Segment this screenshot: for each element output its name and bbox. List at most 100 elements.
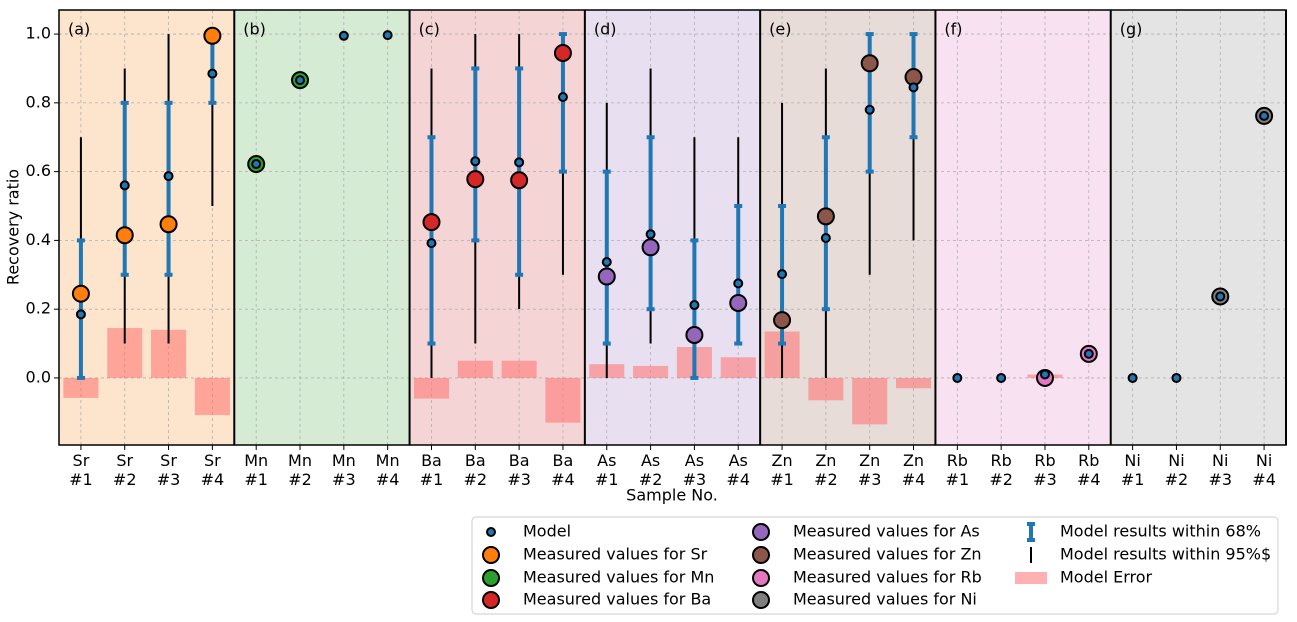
legend-label: Model results within 68% [1060, 522, 1261, 541]
x-tick-label: Zn #2 [814, 451, 838, 489]
panel-label: (b) [243, 20, 266, 39]
model-point [557, 92, 568, 102]
measured-point [466, 170, 485, 189]
legend-marker [482, 591, 500, 609]
y-tick-label: 0.2 [26, 299, 51, 318]
x-tick-label: As #1 [595, 451, 619, 489]
x-tick-label: Sr #3 [157, 451, 181, 489]
panel-label: (d) [594, 20, 617, 39]
model-error-bar [633, 365, 669, 378]
x-tick-label: Sr #2 [113, 451, 137, 489]
measured-point [860, 54, 879, 73]
model-point [75, 309, 86, 320]
x-tick-label: Mn #3 [332, 451, 356, 489]
x-tick-label: Rb #1 [946, 451, 970, 489]
measured-point [685, 325, 704, 344]
measured-point [553, 43, 572, 62]
legend-label: Measured values for Zn [793, 545, 982, 564]
measured-point [203, 26, 222, 45]
legend-marker [486, 527, 496, 537]
model-point [908, 82, 919, 93]
x-tick-label: Ni #1 [1121, 451, 1145, 489]
x-tick-label: As #3 [683, 451, 707, 489]
y-tick-label: 1.0 [26, 24, 51, 43]
x-tick-label: Zn #3 [858, 451, 882, 489]
x-tick-label: Ni #3 [1208, 451, 1232, 489]
legend-label: Measured values for Ni [793, 590, 977, 609]
x-tick-label: As #4 [726, 451, 750, 489]
x-tick-label: Rb #2 [989, 451, 1013, 489]
x-tick-label: Ba #1 [420, 451, 444, 489]
legend-marker [752, 523, 770, 541]
legend-label: Model results within 95%$ [1060, 545, 1271, 564]
ci68-errorbar [471, 66, 480, 243]
panel-background [409, 10, 585, 445]
model-error-bar [852, 377, 888, 425]
model-point [207, 68, 218, 79]
legend-marker [752, 591, 770, 609]
x-tick-label: Mn #2 [288, 451, 312, 489]
x-tick-label: Ba #3 [507, 451, 531, 489]
ci68-errorbar [76, 238, 85, 380]
panel-label: (f) [944, 20, 962, 39]
legend-marker [482, 546, 500, 564]
model-point [470, 156, 481, 167]
model-point [1039, 369, 1050, 380]
model-point [163, 171, 174, 182]
x-tick-label: Ni #4 [1252, 451, 1276, 489]
model-error-bar [720, 357, 756, 378]
legend-marker [752, 569, 770, 587]
model-error-bar [457, 360, 493, 378]
ci68-errorbar [646, 135, 655, 312]
panel-background [584, 10, 761, 445]
x-tick-label: Zn #1 [770, 451, 794, 489]
model-error-bar [413, 377, 450, 399]
legend-marker [482, 569, 500, 587]
model-point [645, 229, 656, 240]
legend-label: Measured values for Ba [523, 590, 711, 609]
measured-point [159, 215, 178, 234]
legend-label: Measured values for As [793, 522, 980, 541]
legend-label: Measured values for Sr [523, 545, 708, 564]
measured-point [597, 267, 616, 286]
panel-label: (c) [419, 20, 440, 39]
y-tick-label: 0.0 [26, 367, 51, 386]
model-point [689, 300, 700, 311]
y-tick-label: 0.6 [26, 161, 51, 180]
model-point [733, 278, 744, 289]
legend-label: Measured values for Mn [523, 568, 714, 587]
model-point [382, 30, 393, 41]
model-point [1083, 348, 1094, 359]
measured-point [422, 213, 441, 232]
measured-point [729, 293, 748, 312]
measured-point [510, 171, 529, 190]
x-tick-label: Ba #2 [464, 451, 488, 489]
model-point [777, 269, 788, 280]
x-tick-label: Sr #1 [69, 451, 93, 489]
panel-label: (g) [1120, 20, 1143, 39]
panel-label: (a) [68, 20, 90, 39]
model-point [1171, 372, 1182, 383]
panel-background [935, 10, 1111, 445]
panel-background [1110, 10, 1286, 445]
x-tick-label: Mn #4 [376, 451, 400, 489]
x-tick-label: Zn #4 [902, 451, 926, 489]
measured-point [773, 311, 792, 330]
measured-point [71, 284, 90, 303]
legend-marker [1015, 572, 1047, 584]
x-tick-label: Mn #1 [244, 451, 268, 489]
model-point [952, 372, 963, 383]
model-point [601, 257, 612, 268]
measured-point [816, 207, 835, 226]
y-tick-label: 0.8 [26, 92, 51, 111]
model-point [251, 159, 262, 170]
ci68-errorbar [734, 204, 743, 346]
model-error-bar [545, 377, 581, 423]
x-tick-label: Rb #3 [1033, 451, 1057, 489]
model-error-bar [895, 377, 932, 389]
model-point [1259, 110, 1270, 121]
legend-label: Model [523, 522, 571, 541]
model-error-bar [808, 377, 844, 401]
panel-background [234, 10, 410, 445]
